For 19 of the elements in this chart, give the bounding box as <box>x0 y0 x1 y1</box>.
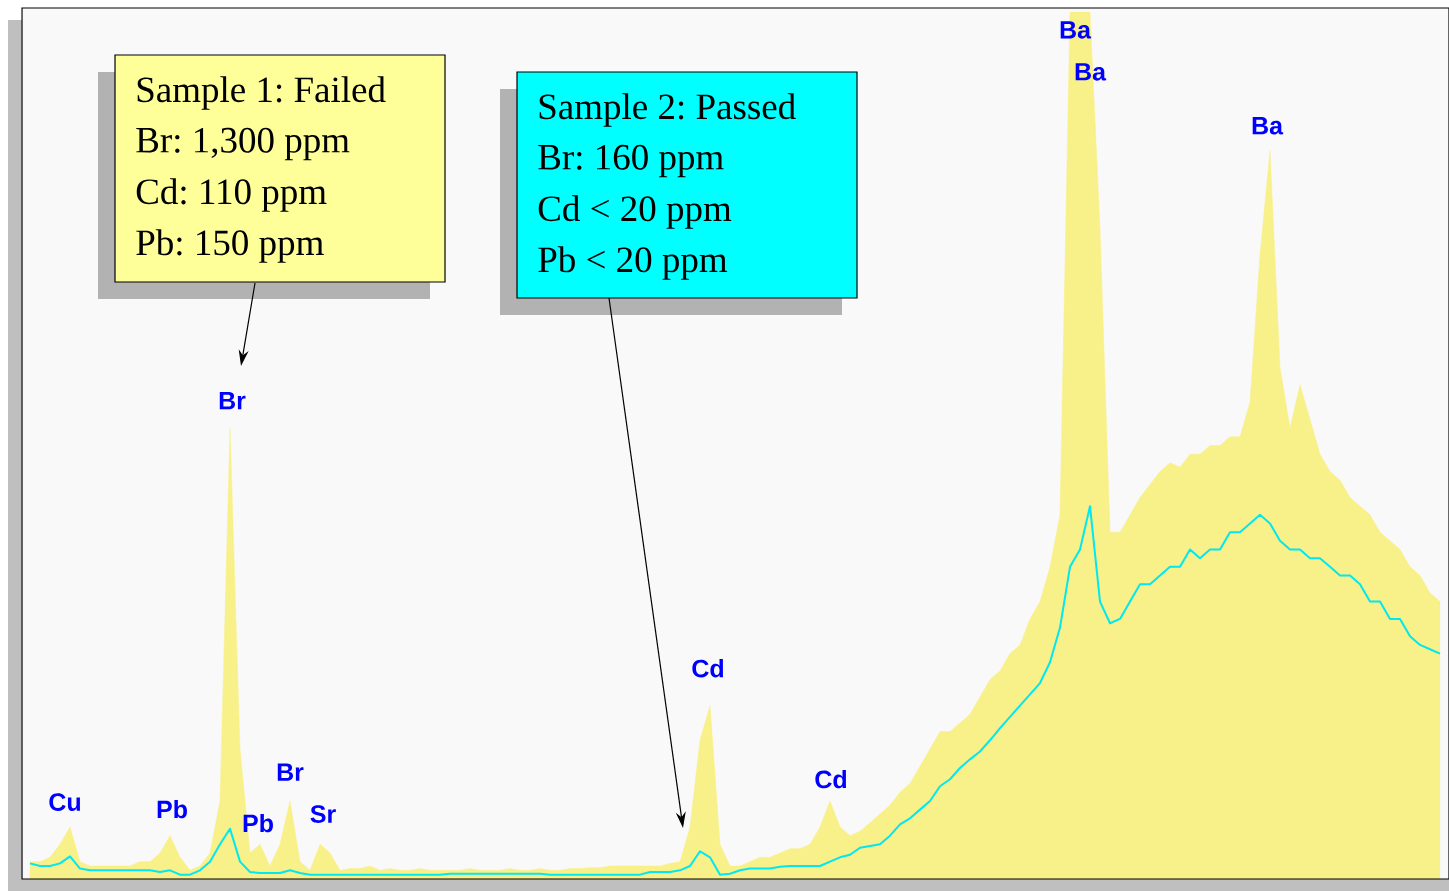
annotation: Cd <box>692 659 724 678</box>
annotation: Cd <box>815 769 847 789</box>
annotation: Pb <box>157 799 187 819</box>
annotation: Pb < 20 ppm <box>538 246 728 280</box>
annotation: Sample 2: Passed <box>539 93 796 127</box>
annotation: Cu <box>49 793 81 811</box>
annotation: Br: 160 ppm <box>538 144 724 178</box>
annotation: Ba <box>1252 117 1284 135</box>
annotation: Cd: 110 ppm <box>136 178 327 212</box>
annotation: Cd < 20 ppm <box>538 195 732 229</box>
annotation: Br <box>219 391 246 410</box>
annotation: Pb <box>243 813 273 833</box>
annotation: Br: 1,300 ppm <box>136 127 350 161</box>
annotation: Sr <box>310 805 336 823</box>
annotation: Ba <box>1060 21 1092 39</box>
annotation: Ba <box>1075 63 1107 81</box>
annotation: Pb: 150 ppm <box>136 229 324 263</box>
annotation: Br <box>277 763 304 781</box>
annotation: Sample 1: Failed <box>137 76 386 110</box>
